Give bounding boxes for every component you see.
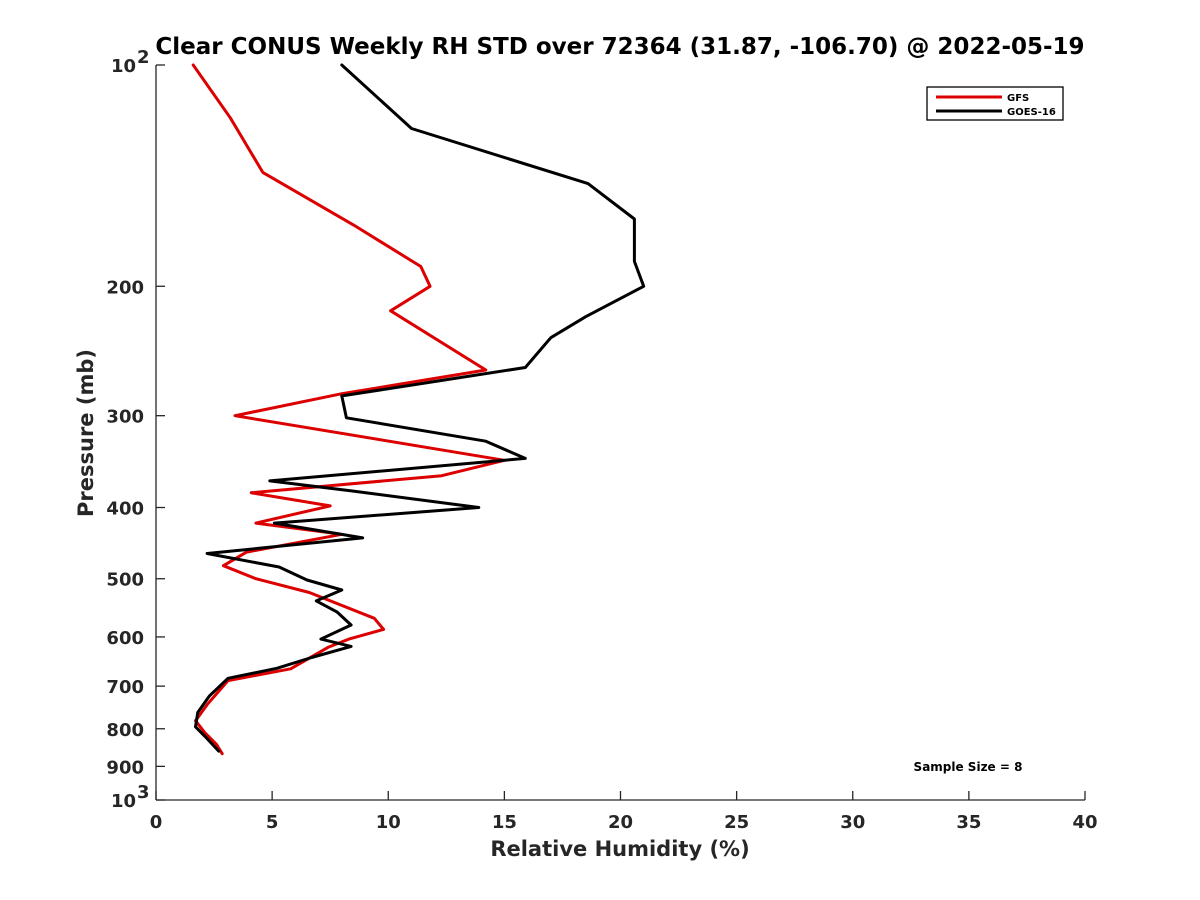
y-tick-label: 400 — [106, 499, 144, 520]
y-tick-label: 300 — [106, 407, 144, 428]
y-tick-label: 10 — [111, 791, 136, 812]
legend-box — [926, 86, 1064, 121]
x-tick-label: 35 — [956, 812, 981, 833]
legend: GFS GOES-16 — [926, 86, 1064, 121]
x-tick-label: 5 — [266, 812, 279, 833]
x-ticks: 0 5 10 15 20 25 30 35 40 — [150, 791, 1098, 833]
series-line-goes-16 — [194, 63, 646, 753]
x-tick-label: 20 — [608, 812, 633, 833]
y-tick-exponent: 3 — [137, 782, 150, 803]
x-tick-label: 30 — [840, 812, 865, 833]
plot-area: 0 5 10 15 20 25 30 35 40 10 220030040050060070080… — [106, 47, 1097, 833]
chart-title: Clear CONUS Weekly RH STD over 72364 (31… — [155, 34, 1084, 60]
x-tick-label: 15 — [492, 812, 517, 833]
y-axis-label: Pressure (mb) — [74, 349, 98, 517]
sample-size-annotation: Sample Size = 8 — [914, 760, 1023, 774]
legend-label-goes-16: GOES-16 — [1007, 107, 1056, 118]
y-tick-exponent: 2 — [137, 47, 150, 68]
y-tick-label: 10 — [111, 56, 136, 77]
y-tick-label: 700 — [106, 677, 144, 698]
y-tick-label: 800 — [106, 720, 144, 741]
x-axis-label: Relative Humidity (%) — [490, 837, 749, 861]
x-tick-label: 25 — [724, 812, 749, 833]
legend-label-gfs: GFS — [1007, 93, 1029, 104]
series-line-gfs — [191, 63, 506, 756]
x-tick-label: 0 — [150, 812, 163, 833]
x-tick-label: 40 — [1072, 812, 1097, 833]
y-tick-label: 900 — [106, 757, 144, 778]
y-tick-label: 500 — [106, 570, 144, 591]
y-tick-label: 200 — [106, 277, 144, 298]
x-tick-label: 10 — [376, 812, 401, 833]
series-lines — [191, 63, 646, 756]
y-tick-label: 600 — [106, 628, 144, 649]
